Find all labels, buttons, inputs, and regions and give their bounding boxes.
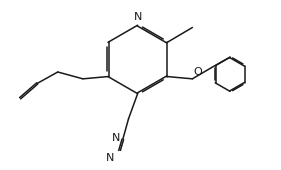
Text: N: N (112, 133, 120, 143)
Text: N: N (106, 153, 114, 163)
Text: N: N (133, 12, 142, 22)
Text: O: O (194, 67, 202, 76)
